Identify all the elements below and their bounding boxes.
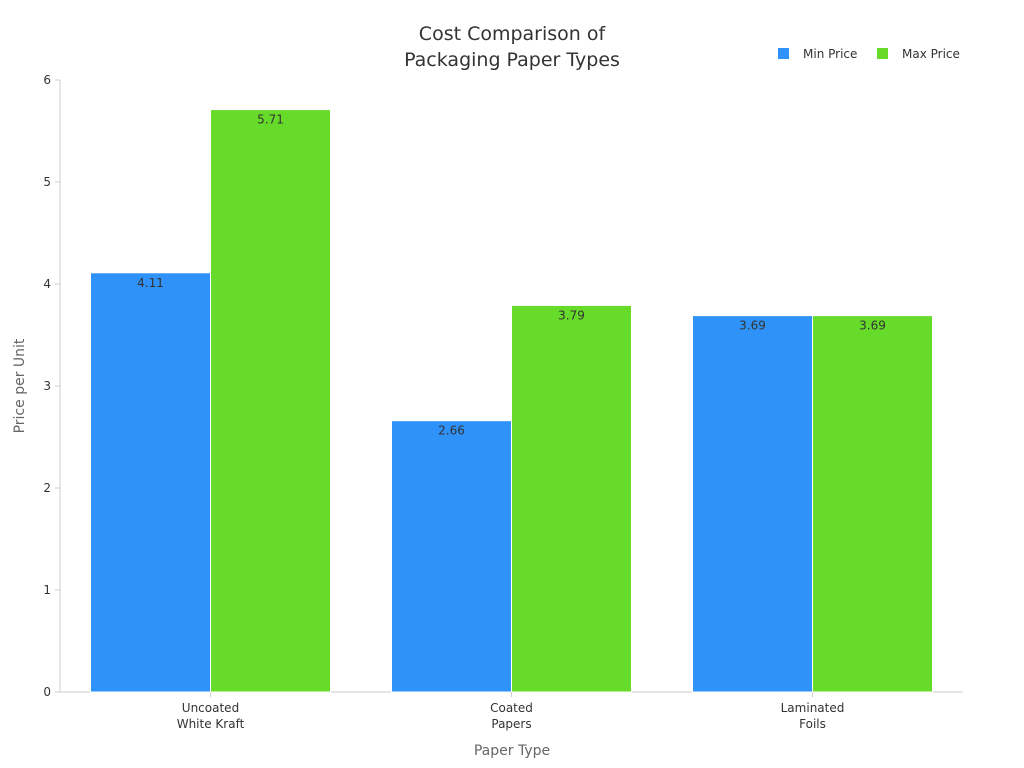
y-tick-label: 2 [43, 481, 51, 495]
y-tick-label: 5 [43, 175, 51, 189]
y-tick-label: 0 [43, 685, 51, 699]
y-tick-label: 4 [43, 277, 51, 291]
x-tick-label: White Kraft [177, 717, 245, 731]
data-label: 2.66 [438, 424, 465, 438]
data-label: 4.11 [137, 276, 164, 290]
y-axis-ticks: 0 1 2 3 4 5 6 [43, 73, 60, 699]
data-label: 5.71 [257, 113, 284, 127]
x-tick-label: Coated [490, 701, 533, 715]
bars [90, 109, 933, 693]
x-tick-label: Uncoated [182, 701, 239, 715]
x-tick-label: Foils [799, 717, 826, 731]
data-label: 3.79 [558, 308, 585, 322]
x-tick-label: Papers [491, 717, 531, 731]
data-label: 3.69 [739, 319, 766, 333]
x-axis-ticks: Uncoated White Kraft Coated Papers Laminated… [177, 692, 845, 731]
bar-min-price-2 [692, 315, 813, 693]
data-labels: 4.11 5.71 2.66 3.79 3.69 3.69 [137, 113, 886, 438]
chart-title-line-2: Packaging Paper Types [404, 49, 620, 71]
data-label: 3.69 [859, 319, 886, 333]
bar-min-price-1 [391, 420, 512, 693]
legend-swatch-max-price [877, 48, 888, 59]
chart-title: Cost Comparison of Packaging Paper Types [404, 23, 620, 71]
legend-label-min-price: Min Price [803, 47, 857, 61]
bar-max-price-1 [511, 304, 632, 693]
bar-max-price-2 [812, 315, 933, 693]
x-tick-label: Laminated [781, 701, 845, 715]
y-tick-label: 3 [43, 379, 51, 393]
bar-max-price-0 [210, 109, 331, 693]
y-tick-label: 6 [43, 73, 51, 87]
legend-swatch-min-price [778, 48, 789, 59]
x-axis-title: Paper Type [474, 743, 550, 759]
y-axis-title: Price per Unit [12, 338, 28, 433]
legend-label-max-price: Max Price [902, 47, 960, 61]
legend: Min Price Max Price [778, 47, 960, 61]
bar-min-price-0 [90, 272, 211, 693]
chart-title-line-1: Cost Comparison of [419, 23, 607, 45]
y-tick-label: 1 [43, 583, 51, 597]
